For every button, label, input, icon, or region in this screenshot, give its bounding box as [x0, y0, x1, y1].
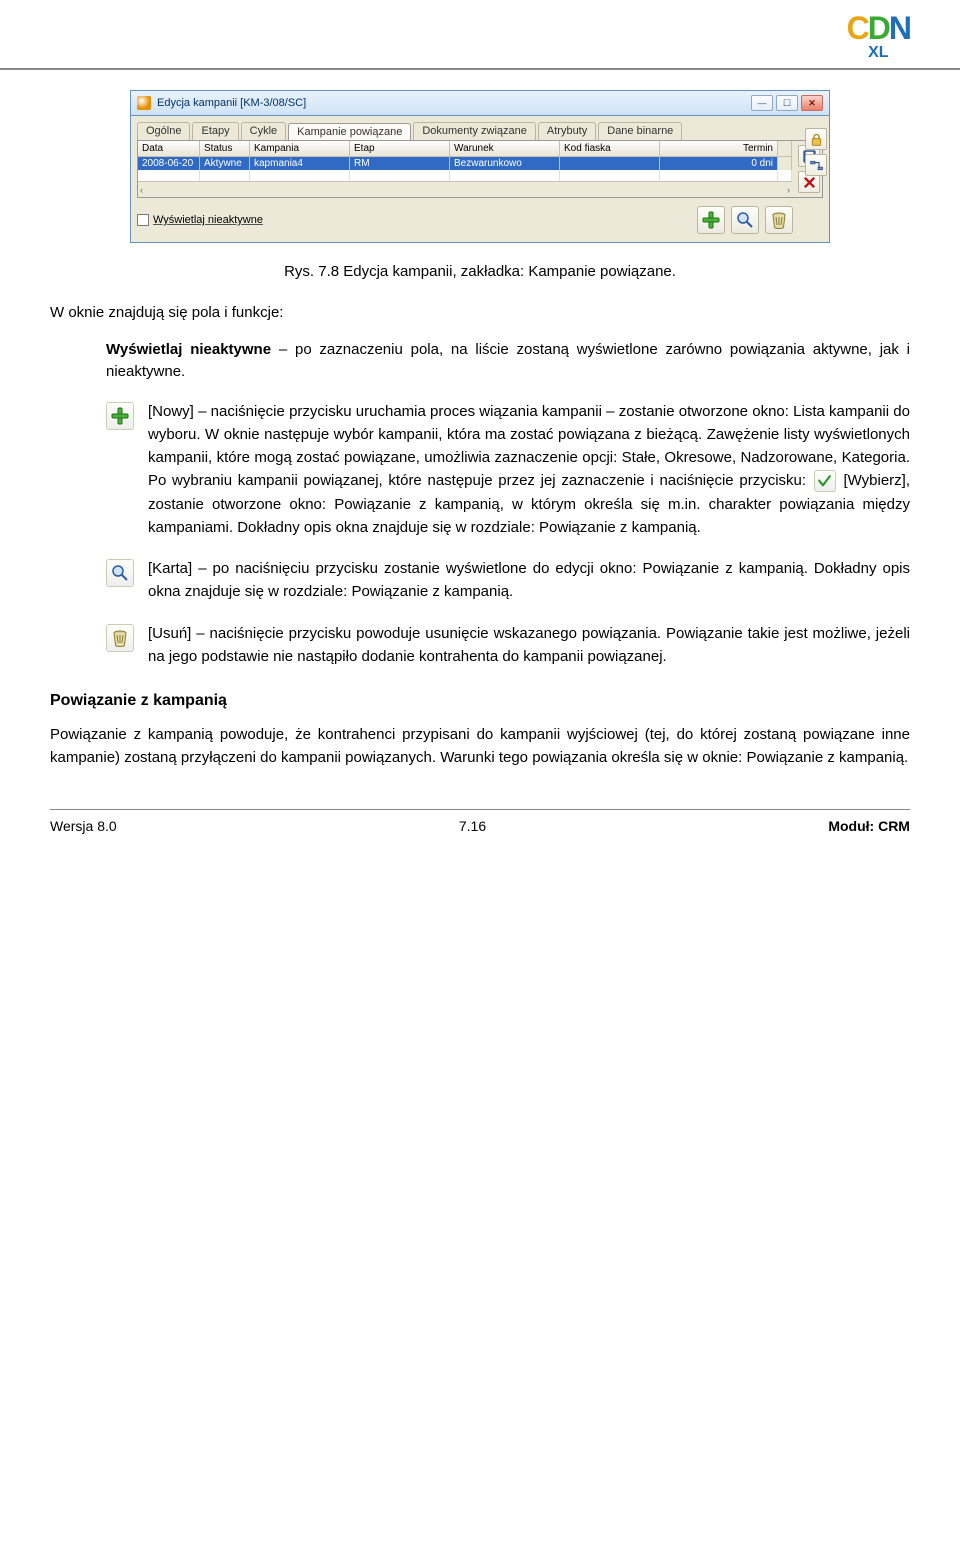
- tab-ogolne[interactable]: Ogólne: [137, 122, 190, 140]
- intro-line: W oknie znajdują się pola i funkcje:: [50, 302, 910, 325]
- cell-kodfiaska: [560, 157, 660, 170]
- delete-button[interactable]: [765, 206, 793, 234]
- bullet-nowy-text1: [Nowy] – naciśnięcie przycisku uruchamia…: [148, 403, 910, 490]
- maximize-button[interactable]: ☐: [776, 95, 798, 111]
- logo: CDN XL: [847, 12, 910, 62]
- bullet-usun: [Usuń] – naciśnięcie przycisku powoduje …: [106, 622, 910, 669]
- add-button[interactable]: [697, 206, 725, 234]
- close-button[interactable]: ✕: [801, 95, 823, 111]
- trash-icon: [106, 624, 134, 652]
- minimize-button[interactable]: —: [751, 95, 773, 111]
- card-button[interactable]: [731, 206, 759, 234]
- window-title: Edycja kampanii [KM-3/08/SC]: [157, 97, 306, 109]
- tab-kampanie-powiazane[interactable]: Kampanie powiązane: [288, 123, 411, 141]
- cell-status: Aktywne: [200, 157, 250, 170]
- col-kampania[interactable]: Kampania: [250, 141, 350, 156]
- col-kod-fiaska[interactable]: Kod fiaska: [560, 141, 660, 156]
- search-icon: [106, 559, 134, 587]
- tabs: Ogólne Etapy Cykle Kampanie powiązane Do…: [131, 116, 829, 140]
- titlebar: Edycja kampanii [KM-3/08/SC] — ☐ ✕: [131, 91, 829, 116]
- tab-etapy[interactable]: Etapy: [192, 122, 238, 140]
- col-termin[interactable]: Termin: [660, 141, 778, 156]
- bullet-karta-text: [Karta] – po naciśnięciu przycisku zosta…: [148, 557, 910, 604]
- intro-para: Wyświetlaj nieaktywne – po zaznaczeniu p…: [106, 339, 910, 384]
- cell-warunek: Bezwarunkowo: [450, 157, 560, 170]
- window: Edycja kampanii [KM-3/08/SC] — ☐ ✕ Ogóln…: [130, 90, 830, 243]
- app-icon: [137, 96, 151, 110]
- logo-xl: XL: [868, 44, 888, 62]
- col-warunek[interactable]: Warunek: [450, 141, 560, 156]
- table-row[interactable]: 2008-06-20 Aktywne kapmania4 RM Bezwarun…: [138, 157, 792, 170]
- page-header: CDN XL: [0, 0, 960, 70]
- logo-d: D: [868, 10, 889, 46]
- logo-c: C: [847, 10, 868, 46]
- cell-scroll: [778, 157, 792, 170]
- tab-dokumenty[interactable]: Dokumenty związane: [413, 122, 536, 140]
- figure-caption: Rys. 7.8 Edycja kampanii, zakładka: Kamp…: [50, 263, 910, 280]
- col-etap[interactable]: Etap: [350, 141, 450, 156]
- logo-n: N: [889, 10, 910, 46]
- lock-button[interactable]: [805, 128, 827, 150]
- footer-center: 7.16: [459, 818, 486, 834]
- show-inactive-checkbox[interactable]: Wyświetlaj nieaktywne: [137, 214, 263, 226]
- cell-kampania: kapmania4: [250, 157, 350, 170]
- col-scrollhead: [778, 141, 792, 156]
- col-data[interactable]: Data: [138, 141, 200, 156]
- col-status[interactable]: Status: [200, 141, 250, 156]
- cell-data: 2008-06-20: [138, 157, 200, 170]
- bullet-usun-text: [Usuń] – naciśnięcie przycisku powoduje …: [148, 622, 910, 669]
- cell-etap: RM: [350, 157, 450, 170]
- h-scrollbar[interactable]: ‹›: [138, 181, 792, 197]
- cell-termin: 0 dni: [660, 157, 778, 170]
- footer-left: Wersja 8.0: [50, 818, 117, 834]
- tab-cykle[interactable]: Cykle: [241, 122, 287, 140]
- bullet-karta: [Karta] – po naciśnięciu przycisku zosta…: [106, 557, 910, 604]
- grid: Data Status Kampania Etap Warunek Kod fi…: [137, 140, 823, 198]
- grid-body: [138, 170, 792, 181]
- section-heading: Powiązanie z kampanią: [50, 692, 910, 710]
- tab-dane-binarne[interactable]: Dane binarne: [598, 122, 682, 140]
- plus-icon: [106, 402, 134, 430]
- footer-right: Moduł: CRM: [828, 818, 910, 834]
- bullet-nowy: [Nowy] – naciśnięcie przycisku uruchamia…: [106, 400, 910, 540]
- tab-atrybuty[interactable]: Atrybuty: [538, 122, 596, 140]
- link-button[interactable]: [805, 154, 827, 176]
- show-inactive-label: Wyświetlaj nieaktywne: [153, 214, 263, 226]
- section-para: Powiązanie z kampanią powoduje, że kontr…: [50, 724, 910, 769]
- grid-header: Data Status Kampania Etap Warunek Kod fi…: [138, 141, 792, 157]
- page-footer: Wersja 8.0 7.16 Moduł: CRM: [50, 809, 910, 864]
- check-icon: [814, 470, 836, 492]
